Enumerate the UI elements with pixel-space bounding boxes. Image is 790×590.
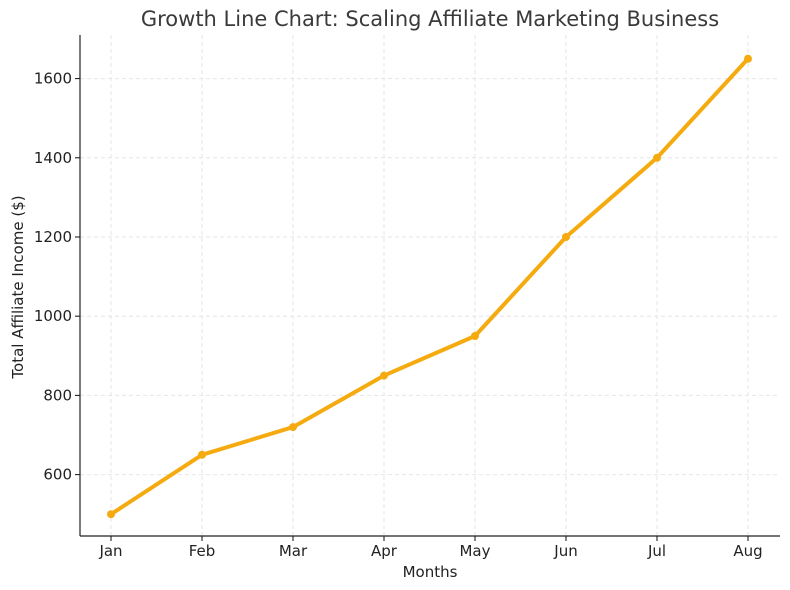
data-point — [653, 153, 661, 162]
x-tick-label: May — [459, 542, 490, 560]
y-tick-label: 1400 — [34, 149, 72, 167]
chart-title: Growth Line Chart: Scaling Affiliate Mar… — [141, 7, 719, 31]
series — [107, 54, 752, 519]
x-tick-label: Jul — [647, 542, 666, 560]
series-line — [109, 56, 750, 517]
data-point — [562, 232, 570, 241]
data-point — [471, 331, 479, 340]
y-tick-label: 1000 — [34, 307, 72, 325]
y-tick-label: 600 — [43, 466, 72, 484]
data-point — [107, 510, 115, 519]
y-tick-label: 1200 — [34, 228, 72, 246]
x-tick-label: Apr — [371, 542, 398, 560]
x-axis-label: Months — [403, 563, 458, 581]
x-tick-label: Mar — [279, 542, 308, 560]
data-point — [289, 423, 297, 432]
data-point — [744, 54, 752, 63]
axes — [79, 35, 780, 537]
ticks: 600 800 1000 1200 1400 1600 Jan Feb Mar Apr May Jun… — [34, 70, 763, 560]
y-tick-label: 800 — [43, 386, 72, 404]
y-tick-label: 1600 — [34, 70, 72, 88]
x-tick-label: Jun — [553, 542, 577, 560]
data-point — [380, 371, 388, 380]
grid — [80, 35, 780, 536]
x-tick-label: Feb — [189, 542, 216, 560]
data-point — [198, 450, 206, 459]
x-tick-label: Jan — [98, 542, 122, 560]
x-tick-label: Aug — [733, 542, 762, 560]
y-axis-label: Total Affiliate Income ($) — [9, 195, 27, 379]
